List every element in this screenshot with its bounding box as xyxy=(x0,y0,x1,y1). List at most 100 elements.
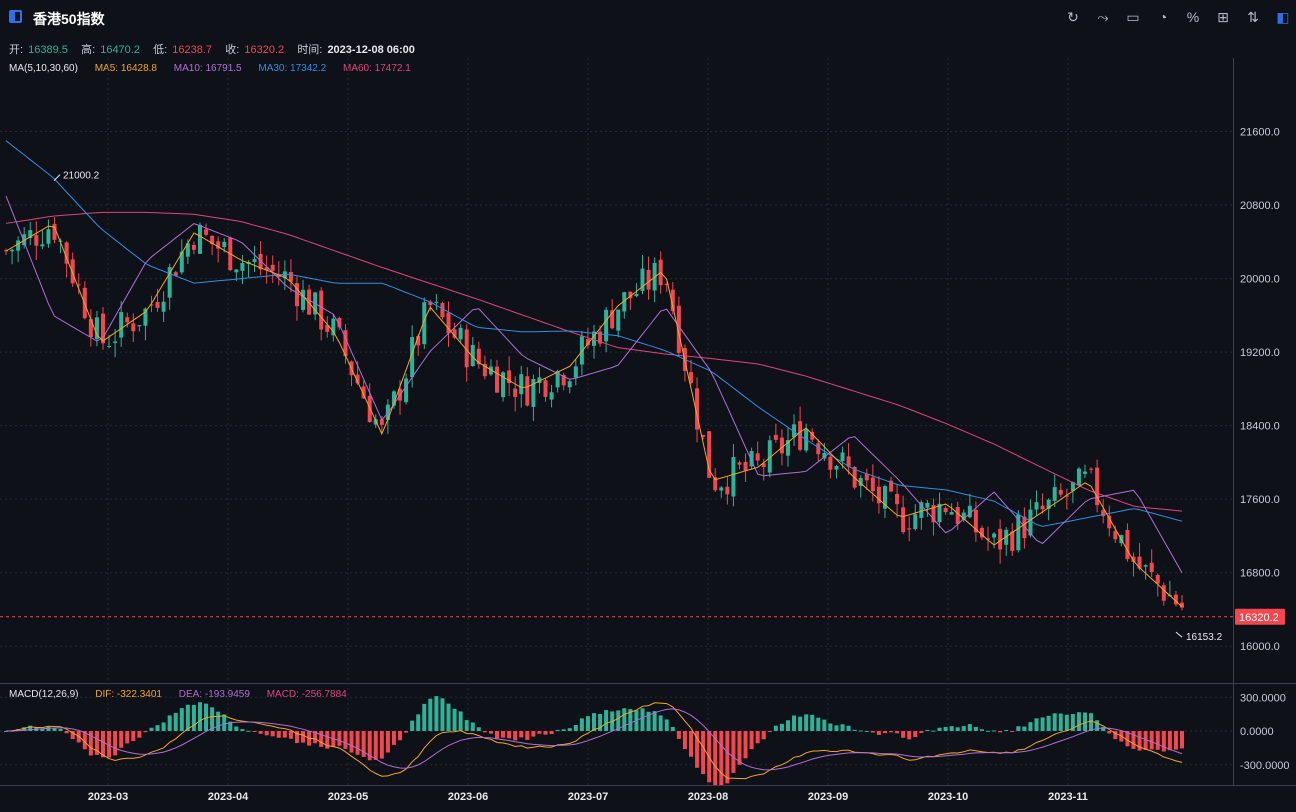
candle-body xyxy=(210,235,215,244)
macd-bar xyxy=(167,715,172,731)
candle-body xyxy=(301,289,306,310)
macd-bar xyxy=(1155,731,1160,750)
macd-bar xyxy=(100,731,105,758)
candle-body xyxy=(113,341,118,343)
candle-body xyxy=(343,330,348,357)
pie-icon[interactable]: ◔ xyxy=(1158,9,1168,25)
min-annotation-arrow xyxy=(1175,631,1183,638)
macd-bar xyxy=(422,703,427,731)
macd-bar xyxy=(937,727,942,731)
indicator-icon[interactable]: ⤳ xyxy=(1097,9,1109,25)
macd-bar xyxy=(288,731,293,739)
candle-body xyxy=(828,456,833,470)
candle-body xyxy=(1125,529,1130,560)
macd-bar xyxy=(1076,712,1081,731)
candle-body xyxy=(882,486,887,509)
macd-bar xyxy=(882,731,887,734)
macd-bar xyxy=(628,709,633,731)
macd-bar xyxy=(804,714,809,731)
candle-body xyxy=(664,283,669,286)
dea-legend: DEA: -193.9459 xyxy=(178,689,250,700)
sidebar-toggle-icon[interactable] xyxy=(9,10,22,23)
macd-bar xyxy=(222,714,227,731)
macd-bar xyxy=(294,731,299,744)
candle-body xyxy=(464,329,469,368)
candle-body xyxy=(185,243,190,257)
candle-body xyxy=(949,511,954,515)
macd-bar xyxy=(1173,731,1178,750)
macd-bar xyxy=(349,731,354,753)
macd-bar xyxy=(1101,727,1106,731)
candle-body xyxy=(319,290,324,330)
macd-bar xyxy=(713,731,718,785)
candle-body xyxy=(531,378,536,407)
candle-body xyxy=(992,533,997,538)
macd-bar xyxy=(998,731,1003,733)
macd-bar xyxy=(94,731,99,755)
macd-bar xyxy=(992,730,997,732)
macd-bar xyxy=(773,725,778,731)
macd-bar xyxy=(1028,722,1033,731)
macd-bar xyxy=(1125,731,1130,747)
macd-bar xyxy=(1083,712,1088,731)
macd-bar xyxy=(313,731,318,744)
macd-bar xyxy=(846,725,851,731)
macd-bar xyxy=(1070,713,1075,731)
macd-bar xyxy=(28,725,33,731)
dea-line xyxy=(6,708,1183,771)
macd-bar xyxy=(519,731,524,738)
candle-body xyxy=(919,502,924,518)
macd-bar xyxy=(398,731,403,741)
macd-bar xyxy=(840,724,845,731)
candle-body xyxy=(16,240,21,251)
macd-bar xyxy=(1167,731,1172,751)
grid-icon[interactable]: ⊞ xyxy=(1217,9,1229,25)
candle-body xyxy=(391,391,396,406)
candle-body xyxy=(592,331,596,346)
macd-bar xyxy=(179,708,184,731)
macd-bar xyxy=(549,731,554,735)
macd-bar xyxy=(895,731,900,734)
candle-body xyxy=(179,251,184,273)
candle-body xyxy=(307,289,312,315)
macd-bar xyxy=(967,724,972,731)
macd-bar xyxy=(943,726,948,731)
macd-bar xyxy=(1180,731,1184,749)
macd-bar xyxy=(64,731,69,734)
candle-body xyxy=(585,339,590,346)
candle-body xyxy=(773,434,778,440)
macd-bar xyxy=(931,730,936,732)
candle-body xyxy=(294,283,299,307)
price-tick-label: 18400.0 xyxy=(1240,421,1280,433)
percent-icon[interactable]: % xyxy=(1186,9,1200,25)
candle-body xyxy=(755,453,760,461)
panel-icon[interactable]: ◧ xyxy=(1276,9,1290,25)
macd-bar xyxy=(416,714,421,731)
macd-bar xyxy=(1010,731,1015,732)
chart-type-icon[interactable]: ▭ xyxy=(1126,9,1140,25)
macd-bar xyxy=(440,698,445,731)
macd-bar xyxy=(391,731,396,745)
macd-bar xyxy=(979,729,984,731)
macd-bar xyxy=(149,727,154,731)
macd-bar xyxy=(355,731,360,755)
candle-body xyxy=(876,486,881,504)
candle-body xyxy=(688,372,693,384)
candle-body xyxy=(604,309,609,342)
candle-body xyxy=(573,366,578,378)
macd-bar xyxy=(531,731,536,737)
sort-icon[interactable]: ⇅ xyxy=(1247,9,1259,25)
macd-bar xyxy=(652,711,657,731)
ma30-line xyxy=(5,140,1183,527)
candle-body xyxy=(931,505,936,523)
candle-body xyxy=(404,378,409,403)
macd-bar xyxy=(1052,713,1057,731)
candle-body xyxy=(701,434,706,437)
candle-body xyxy=(979,527,984,538)
candle-body xyxy=(216,241,221,249)
candle-body xyxy=(719,487,724,491)
candle-body xyxy=(458,327,463,340)
refresh-icon[interactable]: ↻ xyxy=(1067,9,1079,25)
macd-bar xyxy=(513,731,518,741)
